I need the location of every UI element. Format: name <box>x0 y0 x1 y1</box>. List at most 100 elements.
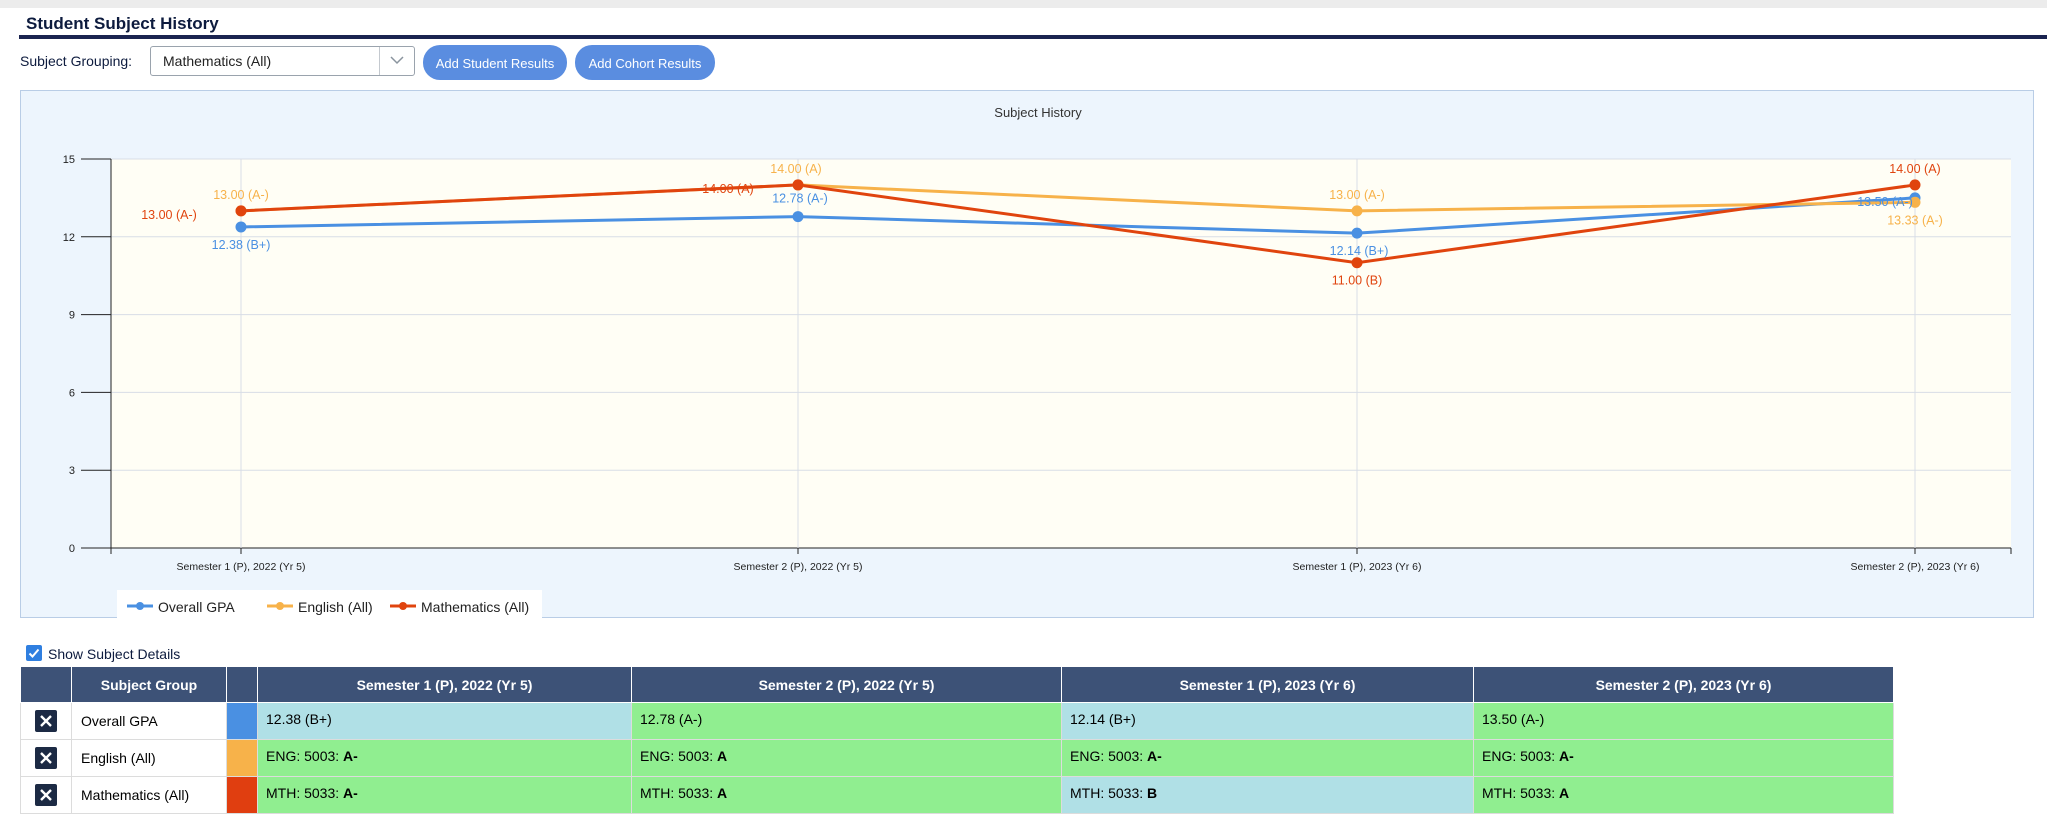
data-point <box>1909 196 1921 208</box>
result-cell: ENG: 5003: A- <box>1473 739 1894 777</box>
result-text: ENG: 5003: <box>1070 748 1148 764</box>
result-text: ENG: 5003: <box>640 748 718 764</box>
remove-row-button[interactable] <box>35 747 57 769</box>
series-color-swatch <box>226 776 258 814</box>
legend-label: Overall GPA <box>158 599 235 615</box>
x-tick-label: Semester 1 (P), 2022 (Yr 5) <box>177 561 306 573</box>
header-semester: Semester 2 (P), 2023 (Yr 6) <box>1473 666 1894 703</box>
result-grade: A- <box>343 748 358 764</box>
add-student-results-button[interactable]: Add Student Results <box>423 45 567 80</box>
result-cell: MTH: 5033: A <box>1473 776 1894 814</box>
subject-grouping-value: Mathematics (All) <box>163 53 272 69</box>
data-point <box>235 205 247 217</box>
result-grade: A <box>717 785 728 801</box>
data-point <box>1351 227 1363 239</box>
result-cell: 13.50 (A-) <box>1473 702 1894 740</box>
close-icon <box>40 715 52 727</box>
close-icon <box>40 752 52 764</box>
chart-container: Subject History 0 3 6 9 12 15 Semester 1 (P), 2… <box>20 90 2034 623</box>
header-delete <box>20 666 72 703</box>
result-text: MTH: 5033: <box>640 785 718 801</box>
subject-name: English (All) <box>71 739 227 777</box>
delete-cell <box>20 702 72 740</box>
data-label: 14.00 (A) <box>770 162 821 176</box>
data-label: 13.50 (A-) <box>1857 195 1913 209</box>
chart-title: Subject History <box>994 105 1082 120</box>
delete-cell <box>20 776 72 814</box>
result-grade: A <box>1559 785 1570 801</box>
delete-cell <box>20 739 72 777</box>
result-cell: 12.78 (A-) <box>631 702 1062 740</box>
result-cell: MTH: 5033: A <box>631 776 1062 814</box>
result-grade: A- <box>1147 748 1162 764</box>
result-grade: A- <box>343 785 358 801</box>
data-label: 13.00 (A-) <box>213 188 269 202</box>
result-text: 12.38 (B+) <box>266 711 332 727</box>
y-tick-label: 3 <box>69 465 75 477</box>
y-tick-label: 12 <box>63 232 75 244</box>
y-tick-label: 6 <box>69 387 75 399</box>
result-grade: A <box>717 748 728 764</box>
result-cell: MTH: 5033: A- <box>257 776 632 814</box>
remove-row-button[interactable] <box>35 784 57 806</box>
data-label: 12.78 (A-) <box>772 192 828 206</box>
result-text: MTH: 5033: <box>1070 785 1148 801</box>
legend-line-icon <box>390 602 416 610</box>
subject-grouping-label: Subject Grouping: <box>20 53 133 69</box>
subject-name: Mathematics (All) <box>71 776 227 814</box>
data-point <box>1351 257 1363 269</box>
series-color-swatch <box>226 702 258 740</box>
dropdown-toggle[interactable] <box>379 47 414 75</box>
subject-history-chart: Subject History 0 3 6 9 12 15 Semester 1 (P), 2… <box>63 105 2012 573</box>
table-row: Mathematics (All) MTH: 5033: A- MTH: 503… <box>20 776 1894 814</box>
header-color <box>226 666 258 703</box>
data-label: 12.14 (B+) <box>1330 244 1389 258</box>
x-tick-label: Semester 1 (P), 2023 (Yr 6) <box>1293 561 1422 573</box>
header-semester: Semester 1 (P), 2022 (Yr 5) <box>257 666 632 703</box>
result-cell: 12.14 (B+) <box>1061 702 1474 740</box>
result-cell: ENG: 5003: A <box>631 739 1062 777</box>
table-row: English (All) ENG: 5003: A- ENG: 5003: A… <box>20 739 1894 777</box>
checkmark-icon <box>28 648 40 658</box>
result-cell: ENG: 5003: A- <box>257 739 632 777</box>
y-tick-label: 9 <box>69 310 75 322</box>
close-icon <box>40 789 52 801</box>
data-point <box>792 211 804 223</box>
result-cell: 12.38 (B+) <box>257 702 632 740</box>
y-tick-label: 0 <box>69 543 75 555</box>
result-text: MTH: 5033: <box>266 785 344 801</box>
add-cohort-results-button[interactable]: Add Cohort Results <box>575 45 715 80</box>
table-header-row: Subject Group Semester 1 (P), 2022 (Yr 5… <box>20 666 1894 703</box>
result-text: ENG: 5003: <box>1482 748 1560 764</box>
result-text: ENG: 5003: <box>266 748 344 764</box>
remove-row-button[interactable] <box>35 710 57 732</box>
result-text: MTH: 5033: <box>1482 785 1560 801</box>
header-semester: Semester 1 (P), 2023 (Yr 6) <box>1061 666 1474 703</box>
data-point <box>1909 179 1921 191</box>
data-point <box>235 221 247 233</box>
data-label: 14.00 (A) <box>1889 162 1940 176</box>
subject-grouping-select[interactable]: Mathematics (All) <box>150 46 415 76</box>
page-title: Student Subject History <box>26 14 219 33</box>
show-subject-details-label: Show Subject Details <box>48 646 181 662</box>
data-label: 13.33 (A-) <box>1887 213 1943 227</box>
y-tick-label: 15 <box>63 154 75 166</box>
table-row: Overall GPA 12.38 (B+) 12.78 (A-) 12.14 … <box>20 702 1894 740</box>
result-grade: B <box>1147 785 1158 801</box>
result-text: 12.78 (A-) <box>640 711 703 727</box>
plot-area <box>111 159 2011 548</box>
chevron-down-icon <box>390 56 404 65</box>
x-tick-label: Semester 2 (P), 2023 (Yr 6) <box>1851 561 1980 573</box>
series-color-swatch <box>226 739 258 777</box>
header-semester: Semester 2 (P), 2022 (Yr 5) <box>631 666 1062 703</box>
subject-name: Overall GPA <box>71 702 227 740</box>
result-cell: MTH: 5033: B <box>1061 776 1474 814</box>
data-label: 13.00 (A-) <box>141 208 197 222</box>
result-grade: A- <box>1559 748 1574 764</box>
data-point <box>1351 205 1363 217</box>
legend-line-icon <box>267 602 293 610</box>
show-subject-details-checkbox[interactable] <box>26 645 42 661</box>
legend-label: English (All) <box>298 599 373 615</box>
data-label: 14.00 (A) <box>702 182 753 196</box>
x-tick-label: Semester 2 (P), 2022 (Yr 5) <box>734 561 863 573</box>
